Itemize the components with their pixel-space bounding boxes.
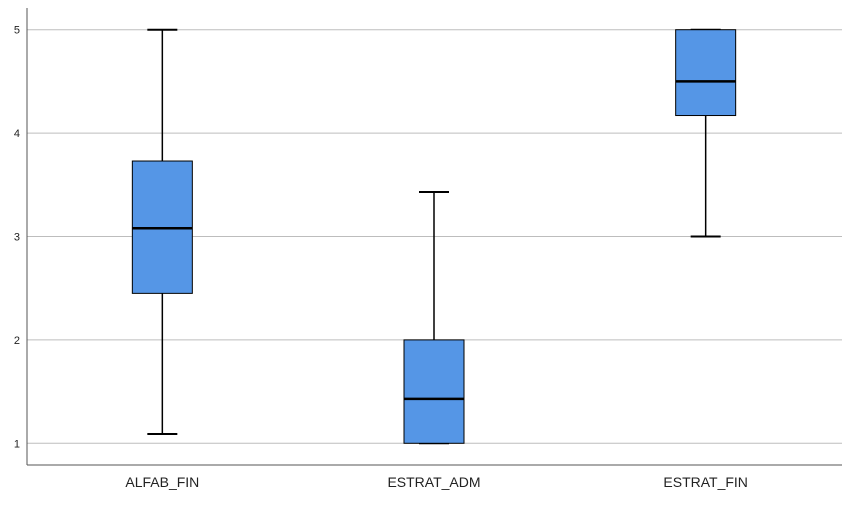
y-tick-label: 5: [14, 25, 20, 37]
x-tick-label: ALFAB_FIN: [125, 474, 199, 490]
iqr-box: [403, 339, 465, 444]
y-tick-label: 4: [14, 128, 20, 140]
iqr-box: [675, 29, 737, 117]
y-tick-label: 1: [14, 438, 20, 450]
box-estrat_adm: [403, 191, 465, 445]
x-tick-label: ESTRAT_FIN: [663, 474, 748, 490]
box-estrat_fin: [675, 28, 737, 238]
y-tick-label: 2: [14, 335, 20, 347]
y-tick-label: 3: [14, 232, 20, 244]
box-alfab_fin: [131, 28, 193, 435]
x-tick-label: ESTRAT_ADM: [387, 474, 480, 490]
